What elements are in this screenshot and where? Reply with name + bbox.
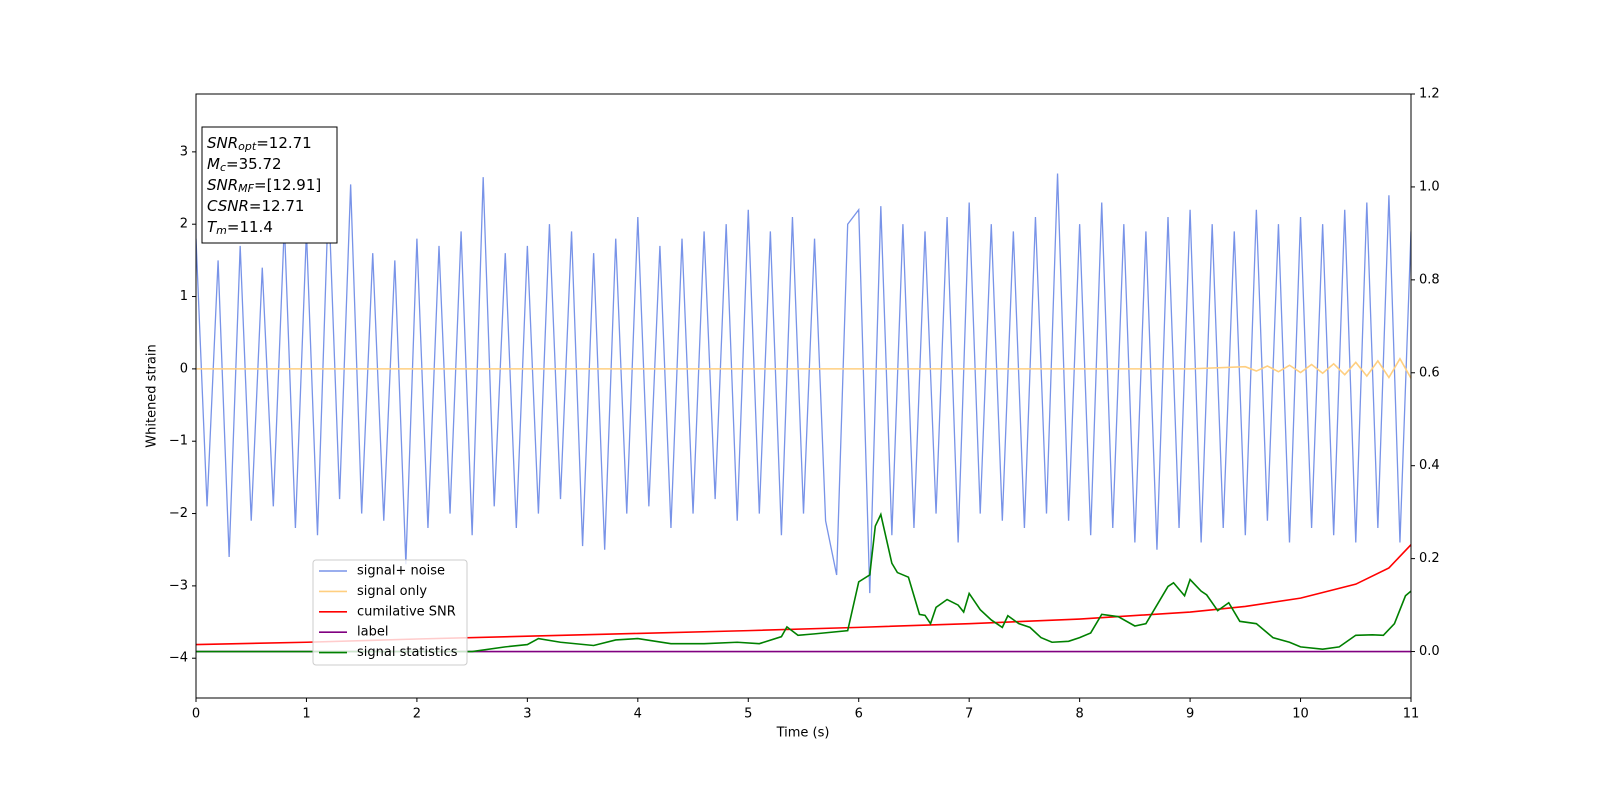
series-line	[196, 512, 1411, 653]
info-box: SNRopt=12.71Mc=35.72SNRMF=[12.91]CSNR=12…	[201, 126, 338, 244]
axes-frame	[195, 93, 1412, 699]
series-line	[196, 357, 1411, 380]
y2-tick-label: 1.2	[1419, 87, 1440, 102]
y2-tick-label: 0.8	[1419, 272, 1440, 287]
legend-frame	[312, 559, 468, 666]
info-line: Mc=35.72	[207, 155, 282, 175]
x-tick-label: 9	[1186, 707, 1194, 722]
info-subscript: opt	[238, 140, 257, 153]
legend-label: label	[357, 625, 388, 640]
info-symbol: SNR	[207, 134, 238, 152]
y2-tick-label: 1.0	[1419, 179, 1440, 194]
x-tick-label: 3	[523, 707, 531, 722]
legend: signal+ noise signal only cumilative SNR la…	[312, 559, 468, 666]
y-tick-label: 1	[180, 289, 188, 304]
y2-tick-label: 0.6	[1419, 365, 1440, 380]
x-tick-label: 4	[634, 707, 642, 722]
x-tick-label: 11	[1403, 707, 1420, 722]
y-tick-label: −3	[169, 578, 188, 593]
info-line: CSNR=12.71	[207, 197, 304, 215]
y2-tick-label: 0.2	[1419, 551, 1440, 566]
info-value: =11.4	[227, 218, 273, 236]
x-tick-label: 10	[1292, 707, 1309, 722]
info-value: =12.71	[256, 134, 312, 152]
y-tick-label: 2	[180, 217, 188, 232]
info-subscript: c	[220, 161, 226, 174]
info-subscript: MF	[238, 182, 254, 195]
info-symbol: SNR	[207, 176, 238, 194]
info-subscript: m	[216, 224, 227, 237]
x-tick-label: 0	[192, 707, 200, 722]
y-tick-label: −2	[169, 506, 188, 521]
info-value: =[12.91]	[254, 176, 321, 194]
legend-label: signal statistics	[357, 645, 458, 660]
info-value: =35.72	[226, 155, 282, 173]
x-tick-label: 8	[1075, 707, 1083, 722]
y2-tick-label: 0.4	[1419, 458, 1440, 473]
info-line: SNRopt=12.71	[207, 134, 312, 154]
info-symbol: M	[207, 155, 220, 173]
x-tick-label: 2	[413, 707, 421, 722]
y-tick-label: −4	[169, 651, 188, 666]
x-axis-label: Time (s)	[776, 726, 830, 741]
x-tick-label: 1	[302, 707, 310, 722]
x-tick-label: 6	[855, 707, 863, 722]
series-line	[196, 173, 1411, 594]
y-tick-label: 3	[180, 144, 188, 159]
legend-label: signal+ noise	[357, 564, 445, 579]
y-tick-label: 0	[180, 361, 188, 376]
x-tick-label: 5	[744, 707, 752, 722]
info-symbol: CSNR	[207, 197, 249, 215]
info-line: SNRMF=[12.91]	[207, 176, 321, 196]
info-line: Tm=11.4	[207, 218, 273, 238]
info-value: =12.71	[249, 197, 305, 215]
info-frame	[201, 126, 338, 244]
legend-label: signal only	[357, 584, 427, 599]
y2-tick-label: 0.0	[1419, 644, 1440, 659]
y-axis-label: Whitened strain	[145, 344, 160, 447]
legend-label: cumilative SNR	[357, 604, 456, 619]
x-tick-label: 7	[965, 707, 973, 722]
y-tick-label: −1	[169, 434, 188, 449]
info-symbol: T	[207, 218, 218, 236]
